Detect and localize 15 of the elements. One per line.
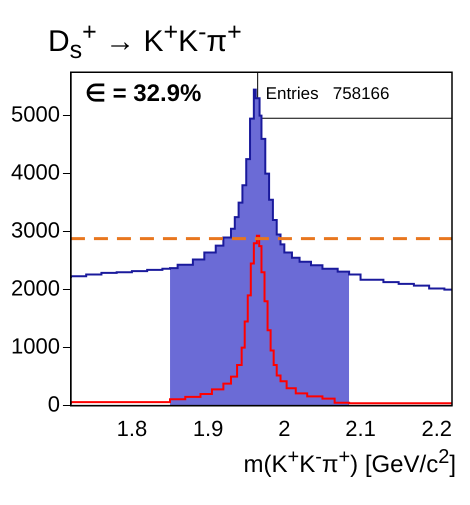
annotation: Entries 758166	[266, 84, 390, 103]
x-tick-label: 1.8	[116, 416, 148, 441]
x-tick-label: 2	[278, 416, 290, 441]
y-tick-label: 3000	[10, 218, 60, 243]
y-tick-label: 0	[48, 392, 60, 417]
annotation: ∈ = 32.9%	[84, 80, 202, 107]
x-tick-label: 2.1	[345, 416, 376, 441]
x-tick-label: 2.2	[421, 416, 452, 441]
y-tick-label: 2000	[10, 276, 60, 301]
x-tick-label: 1.9	[192, 416, 224, 441]
y-tick-label: 5000	[10, 102, 60, 127]
chart-title: D$_{s}$$^{+}$ → K$^{+}$K$^{-}$π$^{+}$	[48, 18, 242, 64]
y-tick-label: 4000	[10, 160, 60, 185]
text: m(K$^{+}$K$^{-}$π$^{+}$) [GeV/c$^{2}$]	[244, 446, 456, 478]
y-tick-label: 1000	[10, 334, 60, 359]
